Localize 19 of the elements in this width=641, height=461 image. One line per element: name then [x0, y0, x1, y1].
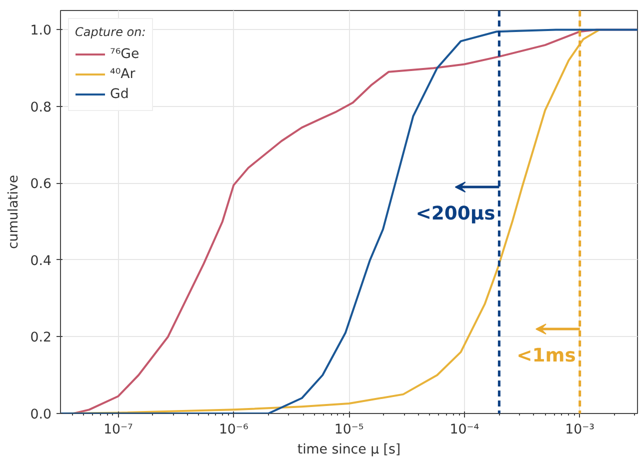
- ref-line-label: <1ms: [516, 345, 576, 366]
- ref-line-label: <200μs: [416, 203, 496, 224]
- y-tick-label: 0.0: [30, 408, 52, 422]
- y-tick-label: 1.0: [30, 24, 52, 39]
- y-tick-label: 0.2: [30, 330, 52, 346]
- legend-label: Gd: [110, 86, 130, 102]
- x-axis-title: time since μ [s]: [297, 442, 401, 458]
- x-tick-label: 10⁻⁵: [334, 422, 364, 438]
- y-tick-label: 0.6: [30, 177, 52, 192]
- x-tick-label: 10⁻³: [565, 422, 595, 438]
- legend-label: ⁴⁰Ar: [110, 66, 136, 82]
- x-tick-label: 10⁻⁷: [104, 422, 133, 438]
- legend-title: Capture on:: [75, 25, 146, 39]
- legend-label: ⁷⁶Ge: [110, 46, 140, 62]
- x-tick-label: 10⁻⁶: [218, 422, 248, 438]
- y-tick-label: 0.8: [30, 100, 52, 116]
- x-tick-label: 10⁻⁴: [450, 422, 480, 438]
- y-axis-title: cumulative: [6, 174, 22, 250]
- y-tick-label: 0.4: [30, 254, 52, 269]
